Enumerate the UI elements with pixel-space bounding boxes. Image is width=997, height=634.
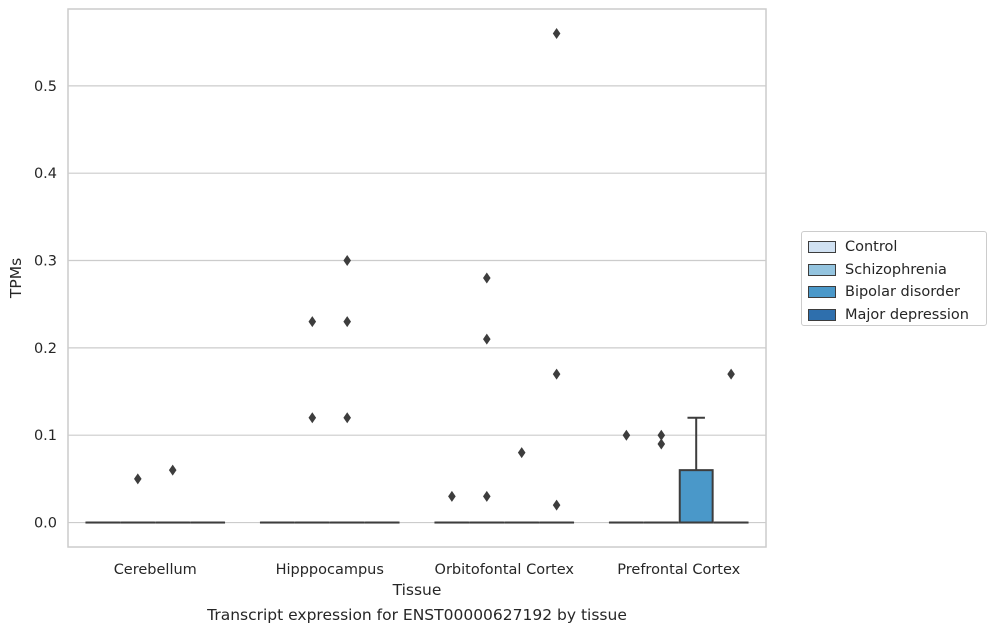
outlier-point: [483, 333, 491, 345]
outlier-point: [308, 412, 317, 424]
legend-swatch-schizophrenia: [808, 263, 836, 276]
outlier-point: [622, 429, 631, 441]
outlier-point: [552, 368, 561, 380]
x-axis-label: Tissue: [392, 581, 442, 599]
outlier-point: [168, 464, 177, 476]
plot-area-frame: [67, 8, 767, 548]
x-tick-label: Hipppocampus: [276, 562, 384, 578]
y-tick-label: 0.5: [34, 79, 57, 95]
legend-label-bipolar-disorder: Bipolar disorder: [845, 284, 960, 301]
outlier-point: [308, 316, 317, 328]
outlier-point: [448, 490, 456, 502]
outlier-point: [727, 368, 735, 380]
outlier-point: [343, 255, 351, 267]
legend-label-schizophrenia: Schizophrenia: [845, 261, 947, 278]
y-tick-label: 0.3: [34, 254, 57, 270]
legend-item-control: Control: [808, 236, 986, 259]
legend-swatch-control: [808, 241, 836, 254]
legend: Control Schizophrenia Bipolar disorder M…: [801, 231, 987, 326]
outlier-points: [134, 27, 735, 511]
outlier-point: [134, 473, 142, 485]
legend-swatch-bipolar-disorder: [808, 286, 836, 299]
x-tick-labels: Cerebellum Hipppocampus Orbitofontal Corte…: [114, 562, 741, 578]
legend-label-control: Control: [845, 239, 898, 256]
x-tick-label: Cerebellum: [114, 562, 197, 578]
box: [678, 469, 714, 524]
y-tick-labels: 0.0 0.1 0.2 0.3 0.4 0.5: [34, 79, 57, 532]
legend-item-schizophrenia: Schizophrenia: [808, 259, 986, 282]
boxes: [85, 416, 749, 524]
y-tick-label: 0.2: [34, 341, 57, 357]
chart-caption: Transcript expression for ENST0000062719…: [207, 606, 627, 624]
y-axis-label: TPMs: [7, 258, 25, 299]
outlier-point: [343, 412, 351, 424]
legend-item-bipolar-disorder: Bipolar disorder: [808, 281, 986, 304]
y-tick-label: 0.4: [34, 166, 57, 182]
legend-item-major-depression: Major depression: [808, 304, 986, 327]
grid-lines: [68, 85, 766, 524]
outlier-point: [657, 429, 666, 441]
outlier-point: [517, 447, 526, 459]
outlier-point: [483, 272, 491, 284]
y-tick-label: 0.1: [34, 428, 57, 444]
outlier-point: [552, 499, 561, 511]
x-tick-label: Orbitofontal Cortex: [435, 562, 575, 578]
x-tick-label: Prefrontal Cortex: [617, 562, 740, 578]
legend-label-major-depression: Major depression: [845, 306, 969, 323]
outlier-point: [343, 316, 351, 328]
y-tick-label: 0.0: [34, 516, 57, 532]
outlier-point: [657, 438, 666, 450]
outlier-point: [552, 27, 561, 39]
outlier-point: [483, 490, 491, 502]
legend-swatch-major-depression: [808, 308, 836, 321]
